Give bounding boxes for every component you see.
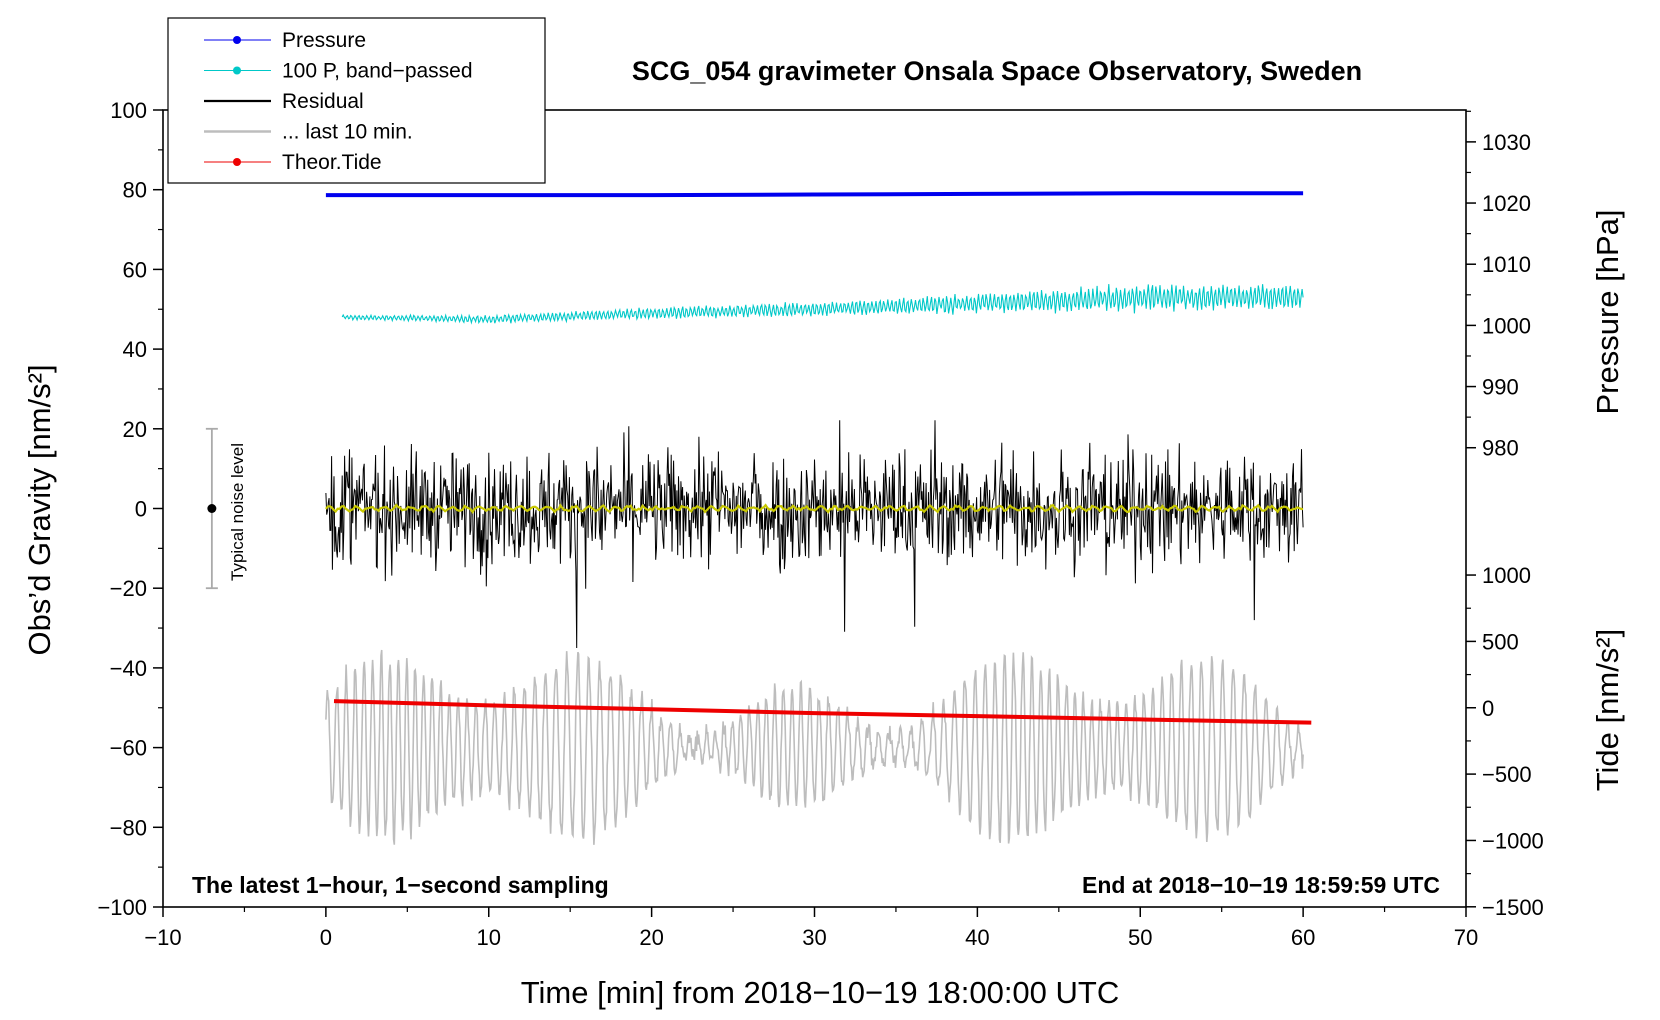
legend-label: ... last 10 min. bbox=[282, 121, 413, 144]
y-axis-label-left: Obs’d Gravity [nm/s²] bbox=[22, 364, 57, 655]
pressure-tick-label: 1030 bbox=[1482, 130, 1531, 155]
y-axis-label-pressure: Pressure [hPa] bbox=[1590, 209, 1625, 414]
y-axis-label-tide: Tide [nm/s²] bbox=[1590, 629, 1625, 792]
tide-tick-label: −1500 bbox=[1482, 895, 1544, 920]
pressure-tick-label: 1020 bbox=[1482, 191, 1531, 216]
y-tick-label-left: 0 bbox=[135, 497, 147, 522]
legend: Pressure 100 P, band−passed Residual ... la… bbox=[167, 17, 546, 184]
x-axis-label: Time [min] from 2018−10−19 18:00:00 UTC bbox=[521, 975, 1120, 1010]
x-tick-label: 40 bbox=[965, 925, 989, 950]
series-last-10-min bbox=[325, 649, 1304, 845]
pressure-tick-label: 1000 bbox=[1482, 313, 1531, 338]
x-tick-label: 50 bbox=[1128, 925, 1152, 950]
series-pressure-band-passed bbox=[341, 284, 1304, 325]
noise-level-label: Typical noise level bbox=[228, 443, 247, 581]
tide-tick-label: 1000 bbox=[1482, 563, 1531, 588]
x-tick-label: −10 bbox=[144, 925, 181, 950]
series-residual bbox=[325, 420, 1304, 649]
series-theoretical-tide bbox=[333, 699, 1312, 725]
legend-swatch-marker bbox=[233, 36, 241, 44]
x-tick-label: 70 bbox=[1454, 925, 1478, 950]
legend-item: ... last 10 min. bbox=[204, 121, 413, 144]
x-tick-label: 60 bbox=[1291, 925, 1315, 950]
annotation-end-time: End at 2018−10−19 18:59:59 UTC bbox=[1082, 872, 1440, 898]
y-tick-label-left: −40 bbox=[110, 656, 147, 681]
pressure-tick-label: 990 bbox=[1482, 375, 1519, 400]
y-tick-label-left: −80 bbox=[110, 815, 147, 840]
legend-label: 100 P, band−passed bbox=[282, 60, 473, 83]
tide-tick-label: −1000 bbox=[1482, 828, 1544, 853]
y-tick-label-left: 60 bbox=[123, 257, 147, 282]
legend-item: Theor.Tide bbox=[204, 151, 382, 174]
y-tick-label-left: 20 bbox=[123, 417, 147, 442]
axes: −10 0 10 20 30 40 50 60 70100806040200−20−40−60−… bbox=[97, 98, 1543, 950]
legend-label: Pressure bbox=[282, 29, 366, 52]
series-layer bbox=[205, 191, 1312, 845]
chart-title: SCG_054 gravimeter Onsala Space Observat… bbox=[632, 56, 1362, 86]
y-tick-label-left: −100 bbox=[97, 895, 147, 920]
y-tick-label-left: −20 bbox=[110, 576, 147, 601]
legend-item: 100 P, band−passed bbox=[204, 60, 473, 83]
annotation-sampling: The latest 1−hour, 1−second sampling bbox=[192, 872, 609, 898]
series-pressure bbox=[325, 191, 1304, 198]
legend-swatch-marker bbox=[233, 66, 241, 75]
y-tick-label-left: −60 bbox=[110, 736, 147, 761]
y-tick-label-left: 80 bbox=[123, 178, 147, 203]
pressure-tick-label: 1010 bbox=[1482, 252, 1531, 277]
x-tick-label: 10 bbox=[477, 925, 501, 950]
legend-item: Residual bbox=[204, 90, 364, 113]
x-tick-label: 0 bbox=[320, 925, 332, 950]
tide-tick-label: 0 bbox=[1482, 696, 1494, 721]
pressure-tick-label: 980 bbox=[1482, 436, 1519, 461]
x-tick-label: 20 bbox=[639, 925, 663, 950]
legend-swatch-marker bbox=[233, 158, 241, 166]
legend-label: Residual bbox=[282, 90, 364, 113]
x-tick-label: 30 bbox=[802, 925, 826, 950]
tide-tick-label: −500 bbox=[1482, 762, 1532, 787]
legend-item: Pressure bbox=[204, 29, 366, 52]
y-tick-label-left: 40 bbox=[123, 337, 147, 362]
legend-label: Theor.Tide bbox=[282, 151, 382, 174]
tide-tick-label: 500 bbox=[1482, 629, 1519, 654]
series-residual-smoothed bbox=[325, 503, 1304, 514]
y-tick-label-left: 100 bbox=[110, 98, 147, 123]
noise-level-marker bbox=[207, 504, 217, 513]
